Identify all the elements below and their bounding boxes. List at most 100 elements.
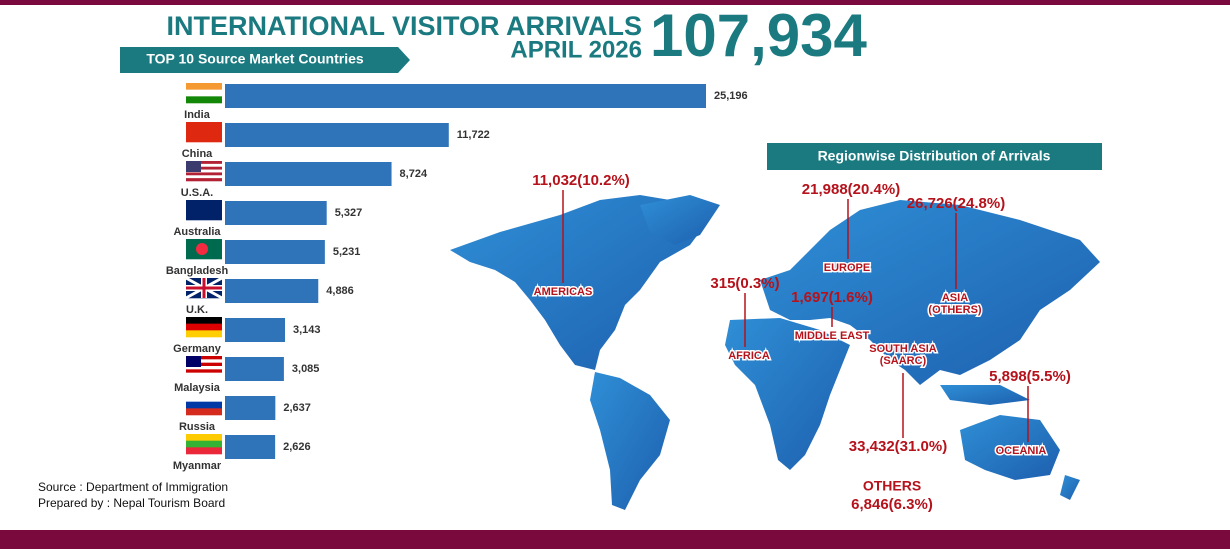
region-name: OTHERS [863, 478, 921, 494]
top-band [0, 0, 1230, 5]
flag-stripe [186, 166, 222, 170]
bar [225, 357, 284, 381]
value-label: 5,327 [335, 207, 363, 219]
regions-ribbon [767, 143, 1102, 170]
region-value: 315(0.3%) [710, 275, 779, 292]
region-value: 6,846(6.3%) [851, 496, 933, 513]
flag-stripe [186, 122, 222, 143]
value-label: 3,085 [292, 363, 320, 375]
flag [186, 317, 222, 338]
flag [186, 122, 222, 143]
value-label: 25,196 [714, 90, 748, 102]
category-label: China [182, 148, 213, 160]
flag-cross [186, 278, 222, 298]
region-name: SOUTH ASIA [869, 343, 936, 355]
category-label: Australia [173, 226, 221, 238]
region-value: 21,988(20.4%) [802, 181, 900, 198]
value-label: 5,231 [333, 246, 361, 258]
flag-stripe [186, 366, 222, 370]
flag [186, 83, 222, 104]
flag-stripe [186, 323, 222, 331]
region-name: OCEANIA [996, 445, 1047, 457]
flag [186, 356, 222, 377]
region-value: 5,898(5.5%) [989, 368, 1071, 385]
flag-canton [186, 200, 201, 211]
regions-title: Regionwise Distribution of Arrivals [818, 148, 1051, 164]
flag [186, 239, 222, 260]
flag-stripe [186, 89, 222, 97]
source: Source : Department of Immigration [38, 480, 228, 494]
flag-stripe [186, 172, 222, 176]
value-label: 8,724 [400, 168, 428, 180]
category-label: Malaysia [174, 382, 221, 394]
subtitle: APRIL 2026 [510, 36, 642, 63]
bar [225, 162, 392, 186]
flag-stripe [186, 408, 222, 416]
bar [225, 201, 327, 225]
bottom-band [0, 530, 1230, 549]
category-label: Bangladesh [166, 265, 229, 277]
value-label: 2,626 [283, 441, 311, 453]
flag-stripe [186, 395, 222, 402]
flag-stripe [186, 169, 222, 173]
world-map [450, 195, 1100, 510]
category-label: U.K. [186, 304, 208, 316]
category-label: Germany [173, 343, 222, 355]
flag-stripe [186, 161, 222, 165]
bar [225, 435, 276, 459]
flag-disc [196, 243, 208, 255]
flag-stripe [186, 359, 222, 363]
chart-ribbon [120, 47, 410, 73]
region-value: 11,032(10.2%) [532, 172, 630, 189]
flag [185, 276, 223, 300]
flag [186, 434, 222, 455]
region-value: 26,726(24.8%) [907, 195, 1005, 212]
value-label: 4,886 [326, 285, 354, 297]
value-label: 2,637 [283, 402, 311, 414]
flag-stripe [186, 356, 222, 360]
flag-stripe [186, 434, 222, 441]
prepared-by: Prepared by : Nepal Tourism Board [38, 496, 225, 510]
title: INTERNATIONAL VISITOR ARRIVALS [166, 11, 642, 41]
flag-stripe [186, 372, 222, 377]
flag-stripe [186, 362, 222, 367]
flag-stripe [186, 178, 222, 182]
category-label: Russia [179, 421, 216, 433]
category-label: Myanmar [173, 460, 222, 472]
flag-stripe [186, 175, 222, 179]
flag-stripe [186, 96, 222, 104]
region-name: EUROPE [824, 262, 870, 274]
region-name: ASIA [942, 292, 968, 304]
flag [186, 161, 222, 182]
flag-stripe [186, 401, 222, 409]
flag-canton [186, 161, 201, 172]
bar [225, 318, 286, 342]
region-name: AFRICA [728, 350, 770, 362]
flag-stripe [186, 369, 222, 373]
region-name: (SAARC) [880, 355, 927, 367]
flag [186, 200, 222, 221]
bar [225, 396, 276, 420]
bar [225, 84, 706, 108]
total: 107,934 [650, 2, 868, 69]
category-label: India [184, 109, 211, 121]
flag [186, 395, 222, 416]
value-label: 3,143 [293, 324, 321, 336]
region-value: 33,432(31.0%) [849, 438, 947, 455]
flag-stripe [186, 440, 222, 448]
value-label: 11,722 [457, 129, 490, 141]
flag-stripe [186, 330, 222, 338]
bar [225, 240, 325, 264]
flag-canton [186, 356, 201, 367]
category-label: U.S.A. [181, 187, 213, 199]
region-name: AMERICAS [534, 286, 593, 298]
bar [225, 279, 319, 303]
region-name: (OTHERS) [928, 304, 982, 316]
flag-stripe [186, 317, 222, 324]
flag-stripe [186, 83, 222, 90]
chart-title: TOP 10 Source Market Countries [146, 51, 364, 67]
region-name: MIDDLE EAST [795, 330, 870, 342]
bar [225, 123, 449, 147]
region-value: 1,697(1.6%) [791, 289, 873, 306]
